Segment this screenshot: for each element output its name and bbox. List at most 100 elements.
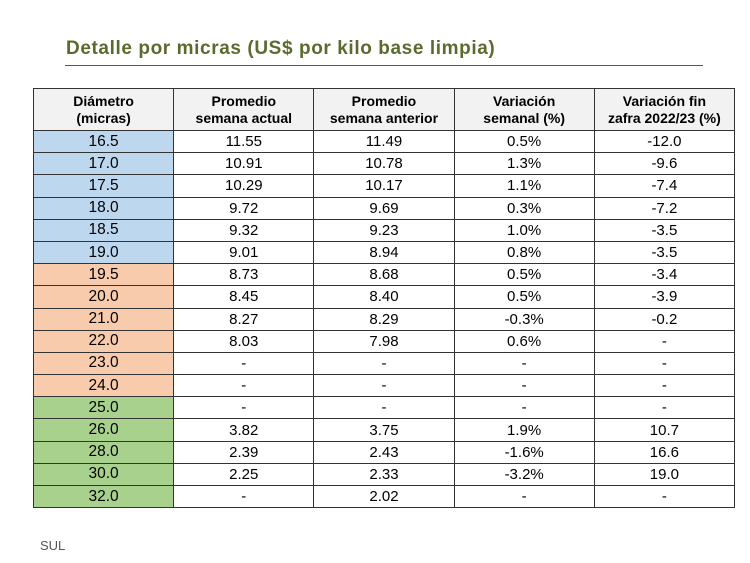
table-row: 28.0 2.39 2.43 -1.6% 16.6 [32, 440, 736, 464]
cell-current-week-avg: 9.32 [173, 218, 315, 242]
cell-diameter: 22.0 [32, 329, 175, 353]
cell-previous-week-avg: 2.33 [313, 462, 455, 487]
header-line: Diámetro [73, 92, 134, 109]
cell-weekly-variation: -0.3% [453, 307, 595, 331]
cell-diameter: 28.0 [32, 440, 175, 464]
column-header-current-week-avg: Promedio semana actual [173, 88, 315, 131]
cell-season-variation: -9.6 [593, 152, 736, 176]
header-line: semana actual [195, 109, 293, 126]
cell-current-week-avg: 3.82 [173, 418, 315, 442]
cell-weekly-variation: 0.5% [453, 263, 595, 287]
cell-weekly-variation: -1.6% [453, 440, 595, 464]
cell-previous-week-avg: 9.69 [313, 196, 455, 220]
cell-weekly-variation: 1.0% [453, 218, 595, 242]
cell-current-week-avg: 8.73 [173, 263, 315, 287]
cell-diameter: 18.0 [32, 196, 175, 220]
cell-season-variation: -3.4 [593, 263, 736, 287]
cell-season-variation: -12.0 [593, 129, 736, 154]
header-line: (micras) [76, 109, 131, 126]
cell-season-variation: 16.6 [593, 440, 736, 464]
cell-current-week-avg: - [173, 374, 315, 398]
cell-weekly-variation: -3.2% [453, 462, 595, 487]
cell-current-week-avg: 8.03 [173, 329, 315, 353]
column-header-diameter: Diámetro (micras) [32, 88, 175, 131]
cell-weekly-variation: 0.6% [453, 329, 595, 353]
cell-previous-week-avg: - [313, 374, 455, 398]
cell-current-week-avg: 9.01 [173, 240, 315, 265]
cell-weekly-variation: 0.5% [453, 129, 595, 154]
header-line: semanal (%) [483, 109, 565, 126]
table-row: 17.5 10.29 10.17 1.1% -7.4 [32, 174, 736, 198]
header-line: semana anterior [329, 109, 439, 126]
cell-weekly-variation: 1.3% [453, 152, 595, 176]
cell-current-week-avg: 8.27 [173, 307, 315, 331]
cell-season-variation: -0.2 [593, 307, 736, 331]
column-header-previous-week-avg: Promedio semana anterior [313, 88, 455, 131]
cell-season-variation: -3.9 [593, 285, 736, 309]
table-row: 18.0 9.72 9.69 0.3% -7.2 [32, 196, 736, 220]
cell-diameter: 32.0 [32, 484, 175, 509]
cell-current-week-avg: 9.72 [173, 196, 315, 220]
cell-season-variation: - [593, 351, 736, 376]
table-row: 19.0 9.01 8.94 0.8% -3.5 [32, 240, 736, 265]
header-line: zafra 2022/23 (%) [607, 109, 721, 126]
cell-season-variation: 19.0 [593, 462, 736, 487]
table-row: 20.0 8.45 8.40 0.5% -3.9 [32, 285, 736, 309]
header-line: Variación fin [622, 92, 706, 109]
cell-weekly-variation: - [453, 351, 595, 376]
cell-diameter: 25.0 [32, 396, 175, 420]
cell-diameter: 19.5 [32, 263, 175, 287]
cell-previous-week-avg: 2.02 [313, 484, 455, 509]
cell-season-variation: 10.7 [593, 418, 736, 442]
cell-season-variation: - [593, 396, 736, 420]
header-line: Promedio [351, 92, 417, 109]
cell-weekly-variation: - [453, 374, 595, 398]
cell-previous-week-avg: 10.78 [313, 152, 455, 176]
cell-diameter: 17.0 [32, 152, 175, 176]
cell-current-week-avg: 10.91 [173, 152, 315, 176]
table-row: 24.0- - - - [32, 374, 736, 398]
cell-previous-week-avg: 8.94 [313, 240, 455, 265]
cell-diameter: 21.0 [32, 307, 175, 331]
column-header-season-variation: Variación fin zafra 2022/23 (%) [593, 88, 736, 131]
table-row: 26.0 3.82 3.75 1.9% 10.7 [32, 418, 736, 442]
cell-diameter: 19.0 [32, 240, 175, 265]
table-row: 17.0 10.91 10.78 1.3% -9.6 [32, 152, 736, 176]
cell-previous-week-avg: 11.49 [313, 129, 455, 154]
header-line: Promedio [211, 92, 277, 109]
micron-price-table: Diámetro (micras) Promedio semana actual Pro… [32, 88, 736, 509]
cell-season-variation: -7.4 [593, 174, 736, 198]
cell-previous-week-avg: 8.68 [313, 263, 455, 287]
table-header-row: Diámetro (micras) Promedio semana actual Pro… [32, 88, 736, 131]
cell-diameter: 18.5 [32, 218, 175, 242]
cell-weekly-variation: 0.5% [453, 285, 595, 309]
cell-current-week-avg: 11.55 [173, 129, 315, 154]
table-row: 19.5 8.73 8.68 0.5% -3.4 [32, 263, 736, 287]
cell-diameter: 24.0 [32, 374, 175, 398]
cell-previous-week-avg: 3.75 [313, 418, 455, 442]
cell-previous-week-avg: 8.29 [313, 307, 455, 331]
cell-weekly-variation: 1.1% [453, 174, 595, 198]
table-row: 16.5 11.55 11.49 0.5% -12.0 [32, 129, 736, 154]
table-row: 23.0- - - - [32, 351, 736, 376]
footer-source: SUL [40, 538, 66, 553]
cell-previous-week-avg: 7.98 [313, 329, 455, 353]
cell-current-week-avg: 2.25 [173, 462, 315, 487]
title-underline [65, 65, 703, 66]
cell-diameter: 20.0 [32, 285, 175, 309]
cell-previous-week-avg: 9.23 [313, 218, 455, 242]
cell-season-variation: -3.5 [593, 218, 736, 242]
cell-season-variation: -7.2 [593, 196, 736, 220]
cell-weekly-variation: 0.3% [453, 196, 595, 220]
cell-current-week-avg: - [173, 396, 315, 420]
cell-diameter: 17.5 [32, 174, 175, 198]
cell-diameter: 23.0 [32, 351, 175, 376]
cell-weekly-variation: - [453, 396, 595, 420]
header-line: Variación [493, 92, 556, 109]
table-row: 22.0 8.03 7.98 0.6% - [32, 329, 736, 353]
column-header-weekly-variation: Variación semanal (%) [453, 88, 595, 131]
cell-season-variation: - [593, 329, 736, 353]
cell-current-week-avg: 10.29 [173, 174, 315, 198]
cell-previous-week-avg: 8.40 [313, 285, 455, 309]
cell-weekly-variation: - [453, 484, 595, 509]
